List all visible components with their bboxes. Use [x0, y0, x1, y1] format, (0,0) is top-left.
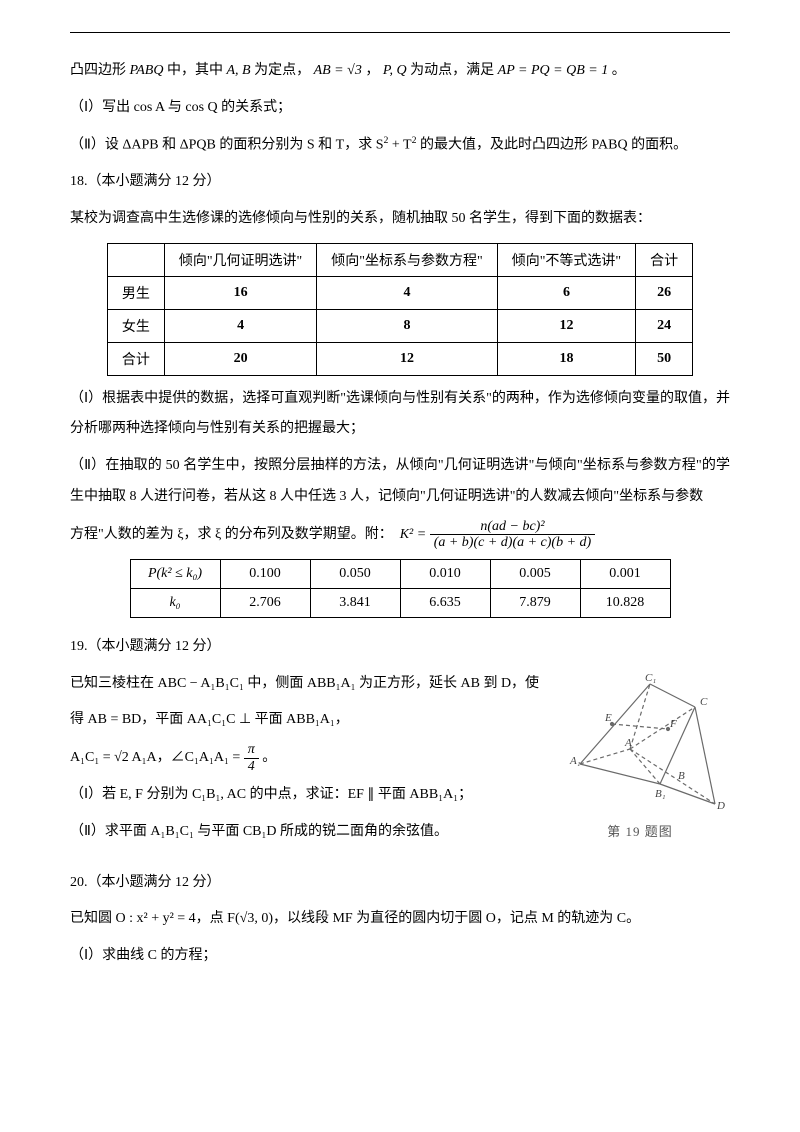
cell: 倾向"几何证明选讲" — [164, 243, 316, 276]
table-row: 女生 4 8 12 24 — [107, 309, 692, 342]
p20-part1: （Ⅰ）求曲线 C 的方程； — [70, 941, 730, 972]
p17-part1: （Ⅰ）写出 cos A 与 cos Q 的关系式； — [70, 93, 730, 124]
p18-table2: P(k² ≤ k₀) 0.100 0.050 0.010 0.005 0.001… — [130, 559, 671, 618]
cell: 4 — [164, 309, 316, 342]
lbl-C1: C₁ — [645, 672, 656, 684]
text: ， — [365, 63, 379, 78]
text: 。 — [612, 63, 626, 78]
table-row: 男生 16 4 6 26 — [107, 276, 692, 309]
cell: 18 — [497, 342, 635, 375]
table-row: 倾向"几何证明选讲" 倾向"坐标系与参数方程" 倾向"不等式选讲" 合计 — [107, 243, 692, 276]
table-row: 合计 20 12 18 50 — [107, 342, 692, 375]
cell: 合计 — [636, 243, 693, 276]
p18-table1: 倾向"几何证明选讲" 倾向"坐标系与参数方程" 倾向"不等式选讲" 合计 男生 … — [107, 243, 693, 376]
page-top-rule — [70, 32, 730, 33]
cell: 24 — [636, 309, 693, 342]
cell: 7.879 — [490, 588, 580, 617]
p18-intro: 某校为调查高中生选修课的选修倾向与性别的关系，随机抽取 50 名学生，得到下面的… — [70, 204, 730, 235]
cell: 倾向"坐标系与参数方程" — [317, 243, 497, 276]
cell: 10.828 — [580, 588, 670, 617]
p18-part2b: 方程"人数的差为 ξ，求 ξ 的分布列及数学期望。附： K² = n(ad − … — [70, 519, 730, 551]
text: 为定点， — [254, 63, 310, 78]
p17-part2: （Ⅱ）设 ΔAPB 和 ΔPQB 的面积分别为 S 和 T，求 S2 + T2 … — [70, 130, 730, 161]
cell: 0.100 — [220, 559, 310, 588]
text: （Ⅱ）设 ΔAPB 和 ΔPQB 的面积分别为 S 和 T，求 S — [70, 137, 384, 152]
text: + T — [388, 137, 411, 152]
cell: 12 — [497, 309, 635, 342]
frac-den: (a + b)(c + d)(a + c)(b + d) — [430, 535, 596, 550]
math-apeq: AP = PQ = QB = 1 — [498, 63, 609, 78]
frac-num: n(ad − bc)² — [430, 519, 596, 535]
frac-den: 4 — [244, 759, 259, 774]
cell: 20 — [164, 342, 316, 375]
cell: k₀ — [130, 588, 220, 617]
frac-num: π — [244, 742, 259, 758]
cell: 8 — [317, 309, 497, 342]
cell: P(k² ≤ k₀) — [130, 559, 220, 588]
p17-line1: 凸四边形 PABQ 中，其中 A, B 为定点， AB = √3 ， P, Q … — [70, 56, 730, 87]
cell: 2.706 — [220, 588, 310, 617]
cell: 0.050 — [310, 559, 400, 588]
cell: 4 — [317, 276, 497, 309]
p19-figure: A₁ B₁ C₁ C A B D E F 第 19 题图 — [550, 669, 730, 840]
cell: 0.010 — [400, 559, 490, 588]
cell: 0.005 — [490, 559, 580, 588]
p18-part2a: （Ⅱ）在抽取的 50 名学生中，按照分层抽样的方法，从倾向"几何证明选讲"与倾向… — [70, 451, 730, 513]
math-ab: A, B — [226, 63, 250, 78]
cell: 6.635 — [400, 588, 490, 617]
table-row: k₀ 2.706 3.841 6.635 7.879 10.828 — [130, 588, 670, 617]
cell: 50 — [636, 342, 693, 375]
text: 方程"人数的差为 ξ，求 ξ 的分布列及数学期望。附： — [70, 527, 393, 542]
cell: 26 — [636, 276, 693, 309]
text: 凸四边形 — [70, 63, 130, 78]
cell: 3.841 — [310, 588, 400, 617]
text: 的最大值，及此时凸四边形 PABQ 的面积。 — [417, 137, 688, 152]
lbl-B: B — [678, 770, 685, 782]
math-abeq: AB = √3 — [314, 63, 362, 78]
lbl-A: A — [624, 737, 632, 749]
p18-part1: （Ⅰ）根据表中提供的数据，选择可直观判断"选课倾向与性别有关系"的两种，作为选修… — [70, 384, 730, 446]
cell: 6 — [497, 276, 635, 309]
p19-title: 19.（本小题满分 12 分） — [70, 632, 730, 663]
k2-lhs: K² = — [400, 527, 430, 542]
pi4-frac: π 4 — [244, 742, 259, 774]
prism-diagram: A₁ B₁ C₁ C A B D E F — [550, 669, 725, 819]
p20-l1: 已知圆 O : x² + y² = 4，点 F(√3, 0)，以线段 MF 为直… — [70, 904, 730, 935]
lbl-F: F — [669, 718, 677, 730]
cell: 合计 — [107, 342, 164, 375]
lbl-B1: B₁ — [655, 788, 666, 800]
cell: 倾向"不等式选讲" — [497, 243, 635, 276]
text: 中，其中 — [167, 63, 227, 78]
cell: 女生 — [107, 309, 164, 342]
lbl-A1: A₁ — [569, 755, 581, 767]
p20-title: 20.（本小题满分 12 分） — [70, 868, 730, 899]
math-pq: P, Q — [383, 63, 407, 78]
cell: 16 — [164, 276, 316, 309]
cell: 12 — [317, 342, 497, 375]
lbl-D: D — [716, 800, 725, 812]
cell — [107, 243, 164, 276]
table-row: P(k² ≤ k₀) 0.100 0.050 0.010 0.005 0.001 — [130, 559, 670, 588]
p18-title: 18.（本小题满分 12 分） — [70, 167, 730, 198]
lbl-E: E — [604, 712, 612, 724]
text: A₁C₁ = √2 A₁A，∠C₁A₁A₁ = — [70, 750, 244, 765]
cell: 男生 — [107, 276, 164, 309]
lbl-C: C — [700, 696, 708, 708]
fig-caption: 第 19 题图 — [550, 821, 730, 840]
k2-frac: n(ad − bc)² (a + b)(c + d)(a + c)(b + d) — [430, 519, 596, 551]
text: 为动点，满足 — [410, 63, 498, 78]
text: 。 — [262, 750, 276, 765]
math-pabq: PABQ — [130, 63, 164, 78]
cell: 0.001 — [580, 559, 670, 588]
